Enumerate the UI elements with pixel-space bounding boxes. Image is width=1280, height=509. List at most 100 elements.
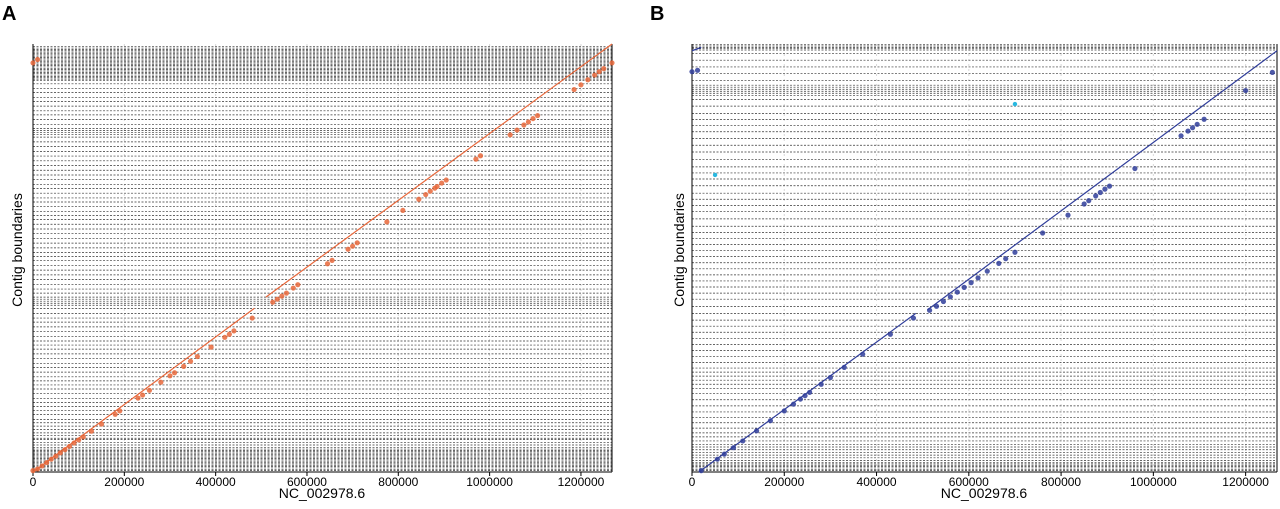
data-point xyxy=(740,438,746,444)
data-point xyxy=(434,183,440,190)
data-point xyxy=(34,56,41,63)
data-point xyxy=(694,67,701,73)
data-point xyxy=(1003,256,1009,262)
data-point xyxy=(354,240,360,246)
data-point xyxy=(968,280,974,286)
data-point xyxy=(781,408,787,414)
data-point xyxy=(473,156,479,162)
data-point xyxy=(416,196,422,202)
data-point xyxy=(112,411,118,417)
outlier-point xyxy=(1012,101,1018,107)
x-tick-label: 600000 xyxy=(949,475,989,489)
panel-b: B Contig boundaries NC_002978.6 0 200000 4… xyxy=(650,3,1278,501)
data-point xyxy=(270,299,276,305)
data-point xyxy=(609,60,615,66)
x-tick-label: 400000 xyxy=(857,475,897,489)
data-point xyxy=(80,434,86,440)
data-point xyxy=(1194,121,1200,127)
panel-a: A Contig boundaries NC_002978.6 0 200000 4… xyxy=(2,3,615,501)
data-point xyxy=(954,289,960,295)
data-point xyxy=(530,115,536,122)
data-point xyxy=(477,153,484,159)
data-point xyxy=(1269,69,1275,75)
data-point xyxy=(39,463,45,469)
data-point xyxy=(249,315,255,321)
data-point xyxy=(1093,193,1099,199)
data-point xyxy=(975,275,981,281)
data-point xyxy=(887,331,893,337)
data-point xyxy=(947,294,953,300)
data-point xyxy=(984,268,990,274)
data-point xyxy=(423,191,429,198)
alignment-segment xyxy=(926,50,1278,311)
data-point xyxy=(1189,125,1196,131)
data-point xyxy=(57,450,63,456)
data-point xyxy=(345,246,351,252)
data-point xyxy=(350,243,356,249)
data-point xyxy=(1201,116,1207,122)
data-point xyxy=(187,358,194,364)
data-point xyxy=(1243,87,1249,94)
data-point xyxy=(525,119,532,125)
data-point xyxy=(135,395,141,401)
data-point xyxy=(62,447,68,453)
data-point xyxy=(841,364,847,370)
data-point xyxy=(88,428,95,434)
data-point xyxy=(910,315,917,321)
data-point xyxy=(1081,201,1087,207)
x-tick-label: 1000000 xyxy=(1130,475,1177,489)
x-tick-label: 600000 xyxy=(287,475,327,489)
alignment-segment xyxy=(32,307,255,473)
data-point xyxy=(521,122,527,128)
data-point xyxy=(961,284,967,290)
data-point xyxy=(1102,186,1108,192)
data-point xyxy=(571,86,577,93)
data-point xyxy=(274,296,280,302)
data-point xyxy=(295,282,301,288)
data-point xyxy=(71,440,77,446)
data-point xyxy=(933,303,940,309)
data-point xyxy=(753,428,760,434)
data-point xyxy=(1065,212,1071,218)
data-point xyxy=(208,344,214,350)
data-point xyxy=(592,72,598,78)
data-point xyxy=(48,456,54,462)
data-point xyxy=(222,334,228,340)
data-point xyxy=(807,389,813,395)
data-point xyxy=(30,468,36,474)
data-point xyxy=(601,66,607,72)
data-point xyxy=(802,393,808,399)
data-point xyxy=(167,373,173,379)
x-tick-label: 400000 xyxy=(196,475,236,489)
data-point xyxy=(439,180,445,186)
x-axis-label-b: NC_002978.6 xyxy=(941,485,1028,501)
x-tick-label: 200000 xyxy=(104,475,144,489)
x-axis-label-a: NC_002978.6 xyxy=(279,485,366,501)
data-point xyxy=(1106,183,1113,189)
data-point xyxy=(730,445,737,451)
data-point xyxy=(76,437,82,443)
alignment-segment xyxy=(691,46,702,52)
data-point xyxy=(534,112,541,119)
data-point xyxy=(1097,189,1103,196)
data-point xyxy=(596,69,602,75)
data-point xyxy=(30,60,36,66)
data-point xyxy=(797,396,804,402)
data-point xyxy=(139,392,146,398)
alignment-segment xyxy=(265,43,613,298)
x-tick-label: 1000000 xyxy=(466,475,513,489)
data-point xyxy=(790,401,797,407)
data-point xyxy=(66,443,73,449)
data-point xyxy=(1040,230,1046,236)
data-point xyxy=(714,456,720,462)
data-point xyxy=(585,77,591,83)
data-point xyxy=(860,351,866,357)
data-point xyxy=(194,353,200,360)
data-point xyxy=(996,260,1002,267)
data-point xyxy=(767,418,774,424)
x-tick-label: 0 xyxy=(689,475,696,489)
data-point xyxy=(181,363,187,369)
data-point xyxy=(926,307,933,313)
x-tick-label: 200000 xyxy=(764,475,804,489)
